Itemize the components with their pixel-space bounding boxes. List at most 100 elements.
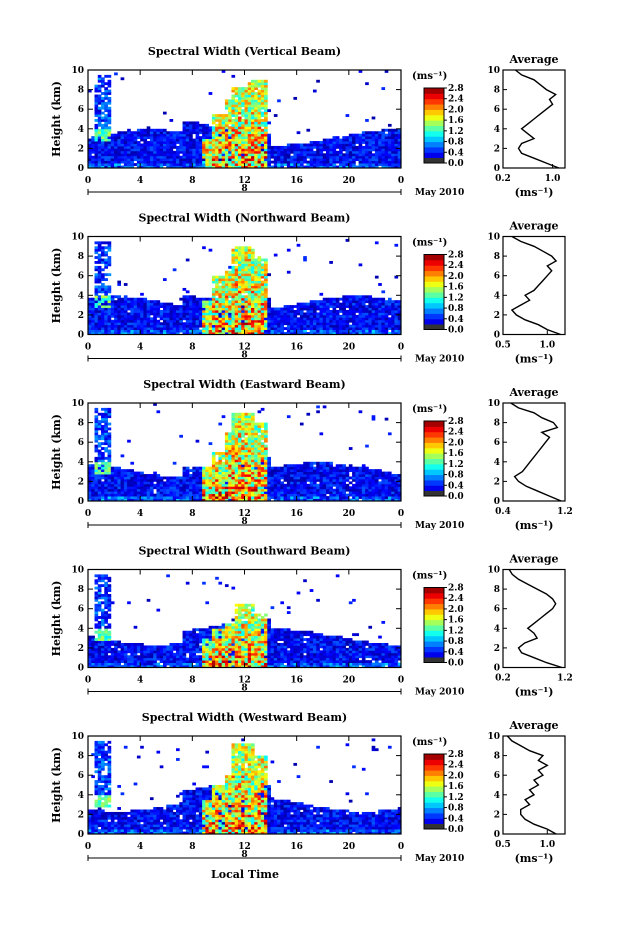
heatmap-cell — [136, 297, 141, 301]
heatmap-cell — [218, 310, 223, 313]
heatmap-cell — [254, 145, 258, 149]
heatmap-cell — [159, 312, 164, 316]
heatmap-cell — [202, 327, 206, 330]
heatmap-cell — [169, 138, 174, 142]
heatmap-cell — [237, 119, 242, 122]
heatmap-cell — [247, 444, 252, 448]
heatmap-cell — [110, 488, 115, 492]
heatmap-cell — [254, 99, 258, 103]
heatmap-cell — [260, 478, 265, 482]
heatmap-cell — [270, 165, 275, 169]
heatmap-cell — [264, 87, 268, 90]
heatmap-cell — [182, 332, 187, 335]
heatmap-cell — [159, 493, 164, 497]
heatmap-cell — [381, 141, 386, 144]
heatmap-cell — [355, 141, 360, 144]
heatmap-cell — [94, 160, 99, 164]
heatmap-cell — [339, 322, 343, 326]
heatmap-cell — [394, 145, 399, 149]
heatmap-cell — [361, 163, 366, 166]
heatmap-cell — [293, 329, 298, 333]
heatmap-cell — [208, 493, 213, 497]
colorbar-band — [424, 318, 444, 325]
heatmap-cell — [352, 332, 356, 335]
heatmap-cell — [97, 483, 102, 487]
heatmap-cell — [97, 256, 102, 259]
heatmap-cell — [123, 138, 128, 142]
heatmap-cell — [97, 329, 102, 333]
heatmap-cell — [326, 307, 330, 311]
heatmap-cell — [172, 486, 177, 490]
heatmap-cell — [127, 439, 131, 443]
heatmap-cell — [231, 87, 236, 90]
heatmap-cell — [159, 327, 164, 330]
heatmap-cell — [273, 332, 278, 335]
heatmap-cell — [352, 317, 356, 321]
heatmap-cell — [309, 165, 314, 169]
heatmap-cell — [107, 483, 112, 487]
heatmap-cell — [280, 481, 285, 485]
heatmap-cell — [237, 106, 242, 110]
heatmap-cell — [299, 160, 304, 164]
heatmap-cell — [101, 319, 105, 323]
heatmap-cell — [202, 474, 206, 477]
heatmap-cell — [273, 481, 278, 485]
heatmap-cell — [316, 314, 320, 318]
heatmap-cell — [130, 332, 135, 335]
heatmap-cell — [159, 491, 164, 495]
heatmap-cell — [140, 332, 144, 335]
heatmap-cell — [221, 322, 226, 326]
heatmap-cell — [257, 285, 262, 289]
heatmap-cell — [221, 478, 226, 482]
heatmap-cell — [381, 143, 386, 147]
heatmap-cell — [215, 136, 219, 139]
heatmap-cell — [208, 150, 213, 154]
heatmap-cell — [205, 131, 210, 135]
heatmap-cell — [264, 89, 268, 93]
heatmap-cell — [241, 300, 245, 304]
heatmap-cell — [316, 466, 320, 470]
heatmap-cell — [101, 332, 105, 335]
heatmap-cell — [283, 474, 288, 477]
heatmap-cell — [352, 297, 356, 301]
heatmap-cell — [358, 263, 363, 267]
heatmap-cell — [244, 143, 249, 147]
heatmap-cell — [208, 498, 213, 502]
heatmap-cell — [264, 496, 268, 499]
heatmap-cell — [159, 478, 164, 482]
heatmap-cell — [101, 491, 105, 495]
heatmap-cell — [94, 434, 99, 438]
heatmap-cell — [247, 131, 252, 135]
heatmap-cell — [110, 163, 115, 166]
heatmap-cell — [231, 106, 236, 110]
heatmap-cell — [198, 496, 203, 499]
heatmap-cell — [247, 469, 252, 472]
heatmap-cell — [198, 155, 203, 159]
heatmap-cell — [264, 307, 268, 311]
heatmap-cell — [162, 310, 167, 313]
heatmap-cell — [251, 280, 255, 284]
heatmap-cell — [345, 114, 350, 117]
heatmap-cell — [215, 498, 219, 502]
heatmap-cell — [120, 332, 125, 335]
heatmap-cell — [251, 283, 255, 286]
heatmap-cell — [352, 327, 356, 330]
heatmap-cell — [130, 310, 135, 313]
heatmap-cell — [231, 256, 236, 259]
heatmap-cell — [237, 128, 242, 132]
heatmap-cell — [101, 312, 105, 316]
heatmap-cell — [117, 307, 122, 311]
heatmap-cell — [221, 70, 226, 73]
heatmap-cell — [237, 292, 242, 296]
heatmap-cell — [215, 469, 219, 472]
heatmap-cell — [371, 145, 376, 149]
heatmap-cell — [361, 327, 366, 330]
heatmap-cell — [348, 150, 353, 154]
heatmap-cell — [267, 160, 271, 164]
heatmap-cell — [329, 155, 333, 159]
heatmap-cell — [374, 322, 379, 326]
heatmap-cell — [211, 150, 216, 154]
heatmap-cell — [251, 456, 255, 460]
heatmap-cell — [123, 488, 128, 492]
heatmap-cell — [270, 160, 275, 164]
